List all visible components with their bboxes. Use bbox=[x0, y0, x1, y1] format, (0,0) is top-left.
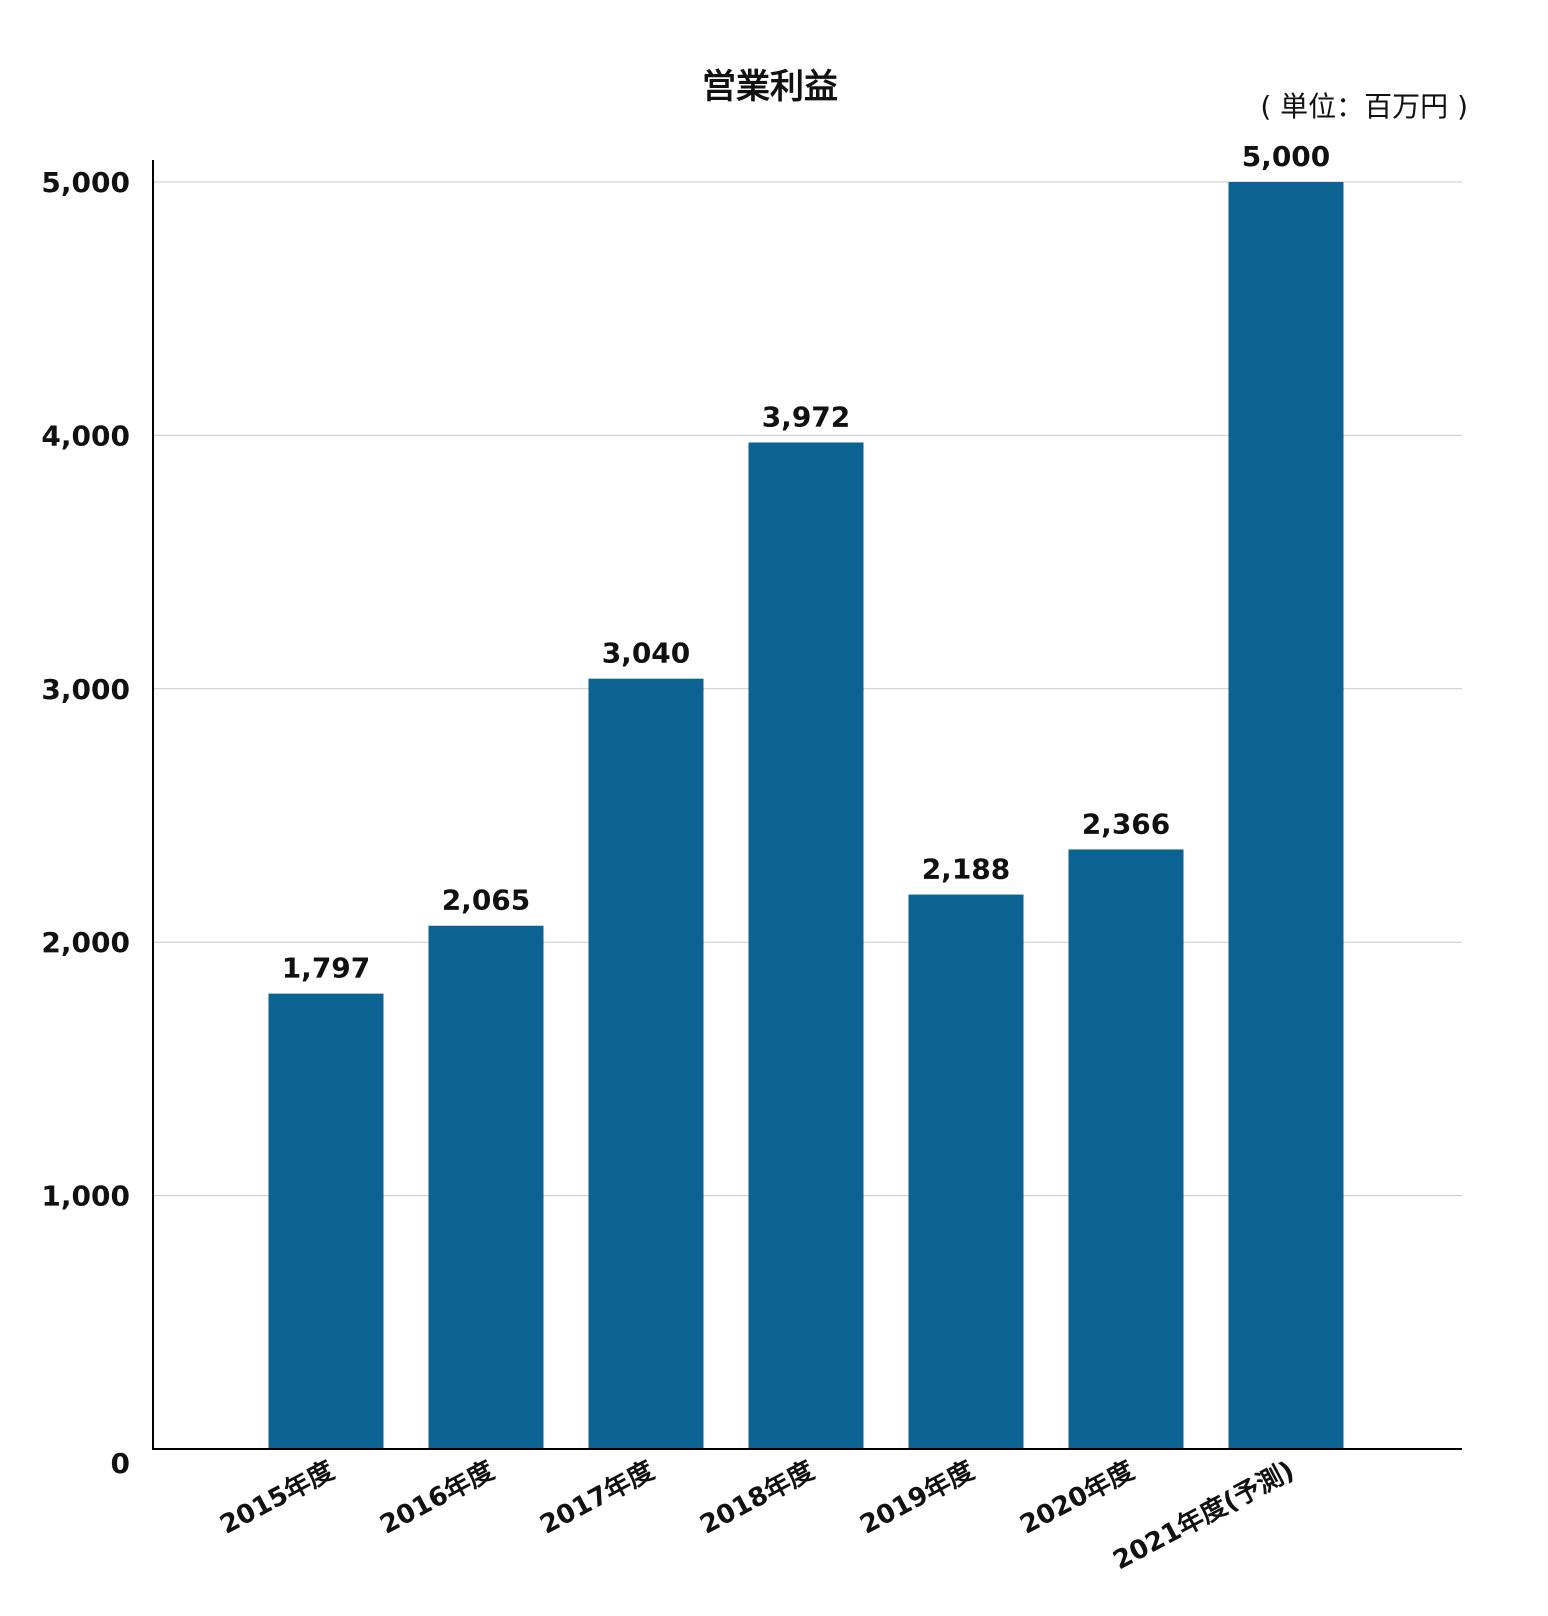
x-tick-label: 2016年度 bbox=[375, 1455, 499, 1541]
bar bbox=[1068, 849, 1184, 1449]
bars bbox=[268, 182, 1344, 1449]
data-label: 2,366 bbox=[1082, 807, 1171, 840]
data-label: 1,797 bbox=[282, 952, 371, 985]
data-label: 5,000 bbox=[1242, 140, 1331, 173]
y-tick-label: 5,000 bbox=[41, 166, 130, 199]
y-tick-label: 1,000 bbox=[41, 1180, 130, 1213]
chart-title: 営業利益 bbox=[702, 67, 838, 107]
x-tick-label: 2021年度(予測) bbox=[1108, 1455, 1299, 1576]
x-tick-label: 2015年度 bbox=[215, 1455, 339, 1541]
data-label: 2,188 bbox=[922, 853, 1011, 886]
bar bbox=[268, 993, 384, 1449]
bar bbox=[908, 894, 1024, 1449]
bar bbox=[588, 678, 704, 1449]
data-labels: 1,797 2,065 3,040 3,972 2,188 2,366 5,000 bbox=[282, 140, 1331, 985]
x-tick-label: 2018年度 bbox=[695, 1455, 819, 1541]
x-axis-ticks: 2015年度 2016年度 2017年度 2018年度 2019年度 2020年度2021… bbox=[215, 1455, 1299, 1576]
bar bbox=[428, 925, 544, 1449]
y-tick-label: 2,000 bbox=[41, 926, 130, 959]
x-tick-label: 2019年度 bbox=[855, 1455, 979, 1541]
unit-label: ( 単位：百万円 ) bbox=[1260, 90, 1468, 123]
x-tick-label: 2020年度 bbox=[1015, 1455, 1139, 1541]
bar bbox=[1228, 182, 1344, 1449]
y-tick-label: 4,000 bbox=[41, 419, 130, 452]
bar bbox=[748, 442, 864, 1449]
data-label: 3,040 bbox=[602, 637, 691, 670]
data-label: 2,065 bbox=[442, 884, 531, 917]
y-tick-label: 3,000 bbox=[41, 673, 130, 706]
y-axis-ticks: 0 1,000 2,000 3,000 4,000 5,000 bbox=[41, 166, 130, 1480]
y-tick-label: 0 bbox=[111, 1447, 130, 1480]
data-label: 3,972 bbox=[762, 400, 851, 433]
x-tick-label: 2017年度 bbox=[535, 1455, 659, 1541]
